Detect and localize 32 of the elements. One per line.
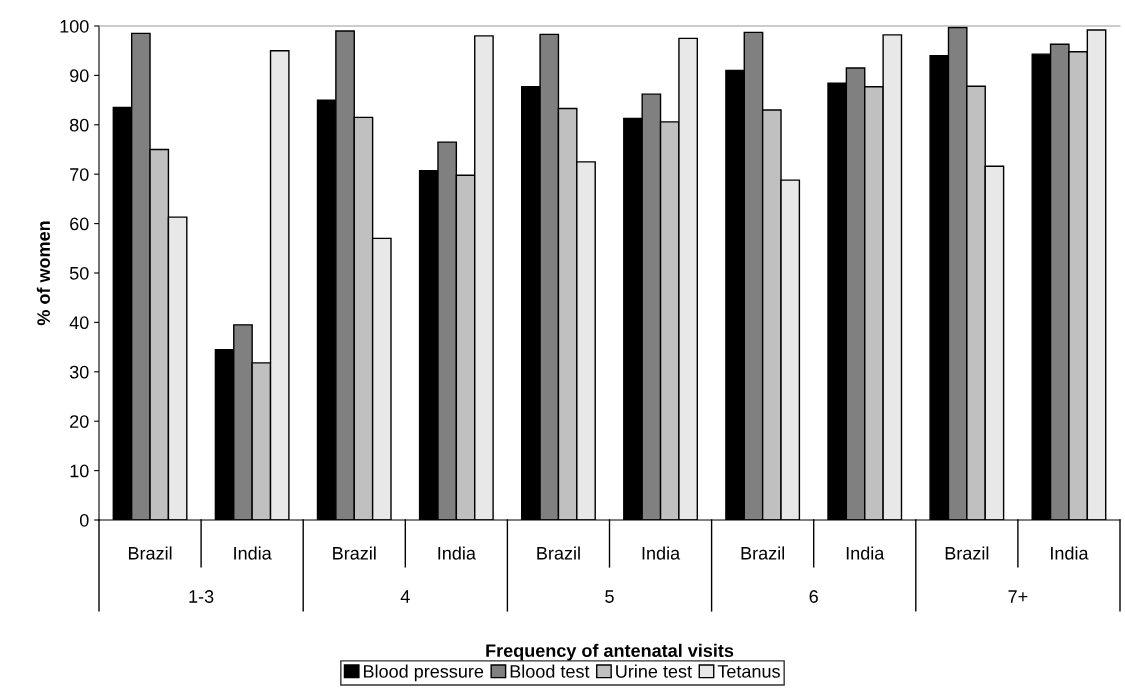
- y-tick-label: 40: [69, 316, 89, 330]
- y-tick-label: 20: [70, 415, 89, 428]
- y-tick-label: 50: [69, 266, 89, 280]
- x-tick-label: India: [846, 546, 885, 560]
- text: 4: [400, 590, 410, 603]
- text: 6: [809, 590, 818, 603]
- x-tick-label: Brazil: [128, 546, 172, 560]
- x-tick-label: India: [438, 546, 476, 560]
- y-tick-label: 60: [70, 217, 89, 231]
- y-tick-label: 30: [69, 365, 89, 379]
- x-tick-label: India: [642, 546, 681, 560]
- text: 1-3: [189, 590, 214, 603]
- text: 7+: [1008, 590, 1028, 603]
- y-tick-label: 100: [60, 19, 89, 33]
- text: 5: [605, 590, 614, 603]
- legend-label: Urine test: [616, 664, 692, 678]
- x-tick-label: Brazil: [333, 546, 376, 560]
- y-tick-label: 80: [69, 118, 89, 132]
- legend-label: Tetanus: [717, 665, 780, 678]
- x-tick-label: Brazil: [537, 546, 580, 560]
- y-tick-label: 0: [79, 513, 89, 527]
- legend-label: Blood test: [510, 664, 590, 678]
- x-tick-label: Brazil: [945, 546, 989, 560]
- y-axis-title: % of women: [36, 221, 51, 326]
- x-axis-title: Frequency of antenatal visits: [486, 643, 734, 661]
- y-tick-label: 90: [70, 69, 89, 83]
- y-tick-label: 70: [70, 168, 89, 181]
- x-tick-label: Brazil: [741, 546, 785, 560]
- y-tick-label: 10: [70, 464, 89, 478]
- x-tick-label: India: [1051, 546, 1089, 560]
- x-tick-label: India: [234, 546, 272, 560]
- legend-label: Blood pressure: [363, 664, 484, 682]
